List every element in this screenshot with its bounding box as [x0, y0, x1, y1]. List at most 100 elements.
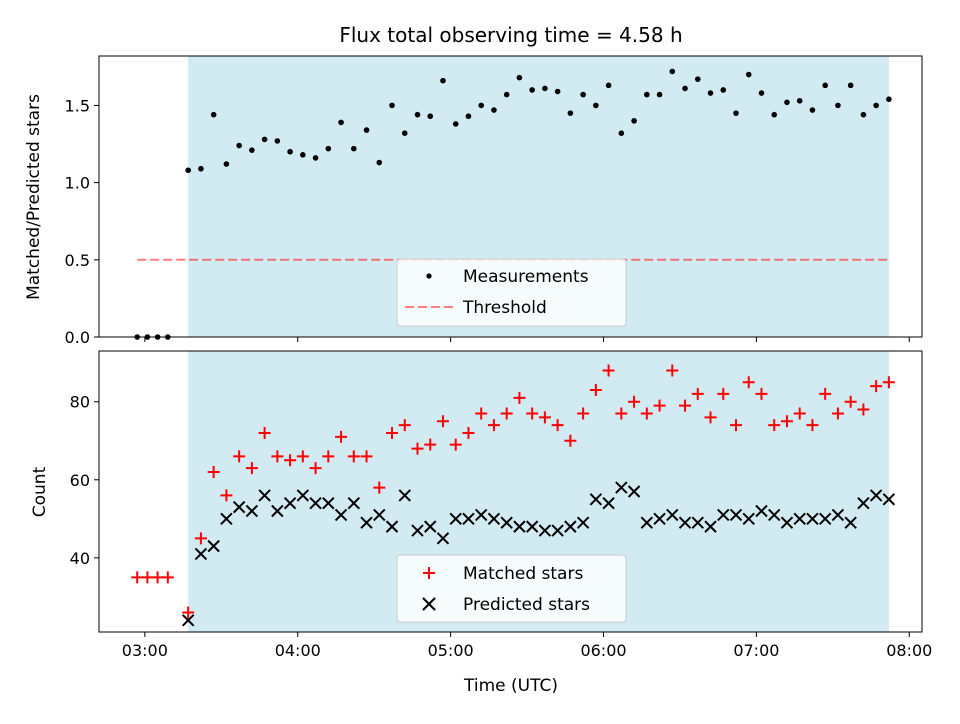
matched-star-point [831, 407, 844, 420]
ratio-y-tick-label: 1.0 [65, 174, 90, 193]
matched-star-point [475, 407, 488, 420]
count-legend-box [396, 554, 627, 623]
ratio-x-axis [144, 337, 910, 342]
matched-star-point [729, 419, 742, 432]
predicted-star-point [717, 508, 730, 522]
count-x-axis: 03:00 04:00 05:00 06:00 07:00 08:00 [122, 632, 932, 660]
matched-star-point [309, 462, 322, 475]
predicted-star-point [857, 497, 870, 510]
measurement-point [605, 82, 612, 89]
measurement-point [363, 127, 370, 133]
measurement-point [491, 107, 497, 113]
matched-star-point [296, 450, 309, 463]
matched-star-point [717, 387, 730, 400]
matched-star-point [151, 571, 164, 584]
matched-star-point [284, 454, 297, 467]
predicted-star-point [806, 512, 819, 526]
measurement-point [796, 97, 803, 104]
predicted-star-point [296, 489, 310, 502]
predicted-star-point [347, 497, 361, 510]
measurement-point [325, 145, 332, 152]
predicted-star-point [602, 497, 615, 510]
matched-star-point [220, 489, 233, 502]
measurement-point [350, 145, 357, 152]
predicted-star-point [487, 512, 501, 526]
measurement-point [236, 142, 242, 149]
measurement-point [465, 113, 472, 120]
matched-star-point [704, 411, 717, 424]
predicted-star-point [283, 497, 297, 510]
ratio-panel: 0.0 0.5 1.0 1.5 Matched/Predicted stars Mea… [24, 55, 923, 347]
predicted-star-point [194, 547, 208, 561]
matched-star-point [487, 419, 500, 432]
matched-star-point [141, 571, 154, 584]
matched-star-point [653, 399, 666, 412]
predicted-star-point [768, 508, 781, 522]
matched-star-point [258, 426, 271, 439]
predicted-star-point [831, 508, 845, 522]
measurement-point [847, 82, 854, 89]
predicted-star-point [589, 493, 603, 506]
matched-star-point [131, 571, 144, 584]
matched-star-point [742, 376, 755, 389]
matched-star-point [615, 407, 628, 420]
ratio-y-axis-label: Matched/Predicted stars [24, 94, 44, 300]
predicted-star-point [220, 512, 233, 526]
predicted-star-point [844, 516, 857, 529]
matched-star-point [347, 450, 360, 463]
matched-star-point [398, 419, 411, 432]
matched-star-point [424, 438, 437, 451]
measurement-point [720, 87, 727, 93]
count-plot-frame [98, 350, 923, 633]
measurement-point [745, 71, 752, 78]
predicted-star-point [615, 481, 628, 494]
measurement-point [707, 90, 714, 96]
matched-star-point [589, 384, 602, 397]
measurement-point [593, 102, 599, 109]
measurement-point [210, 111, 217, 118]
predicted-star-point [755, 504, 768, 518]
measurement-point [503, 91, 510, 98]
measurement-point [784, 99, 790, 106]
matched-star-point [207, 465, 220, 478]
predicted-star-point [271, 504, 284, 518]
matched-star-point [564, 434, 577, 447]
matched-star-point [666, 364, 679, 377]
predicted-star-point [780, 516, 794, 529]
x-tick-label: 05:00 [428, 641, 474, 660]
matched-star-point [602, 364, 615, 377]
matched-star-point [233, 450, 246, 463]
ratio-y-axis: 0.0 0.5 1.0 1.5 [65, 96, 99, 347]
measurement-point [401, 130, 408, 136]
measurement-point [580, 91, 586, 98]
matched-star-point [844, 395, 857, 408]
matched-star-point [436, 415, 449, 428]
measurement-point [631, 118, 637, 124]
count-legend: Matched stars Predicted stars [396, 554, 627, 623]
measurement-point [554, 88, 561, 95]
ratio-y-tick-label: 0.5 [65, 251, 90, 270]
matched-star-point [194, 532, 207, 545]
matched-star-point [679, 399, 692, 412]
predicted-star-point [373, 508, 386, 522]
count-y-axis: 40 60 80 [70, 393, 99, 568]
count-panel: 40 60 80 03:00 04:00 05:00 06:00 07:00 08:00 Co… [30, 350, 932, 696]
count-y-axis-label: Count [30, 466, 50, 517]
matched-star-point [360, 450, 373, 463]
chart-title: Flux total observing time = 4.58 h [339, 23, 682, 47]
predicted-star-point [627, 485, 641, 498]
x-tick-label: 08:00 [886, 641, 932, 660]
legend-predicted-label: Predicted stars [463, 595, 590, 615]
predicted-star-point [322, 497, 335, 510]
matched-star-point [793, 407, 806, 420]
measurement-point [771, 111, 778, 118]
predicted-star-point [232, 500, 246, 514]
predicted-star-point [666, 508, 679, 522]
matched-star-point [513, 391, 526, 404]
predicted-star-point [309, 497, 322, 510]
predicted-stars-points [181, 481, 896, 627]
matched-star-point [322, 450, 335, 463]
matched-star-point [386, 426, 399, 439]
matched-star-point [882, 376, 895, 389]
